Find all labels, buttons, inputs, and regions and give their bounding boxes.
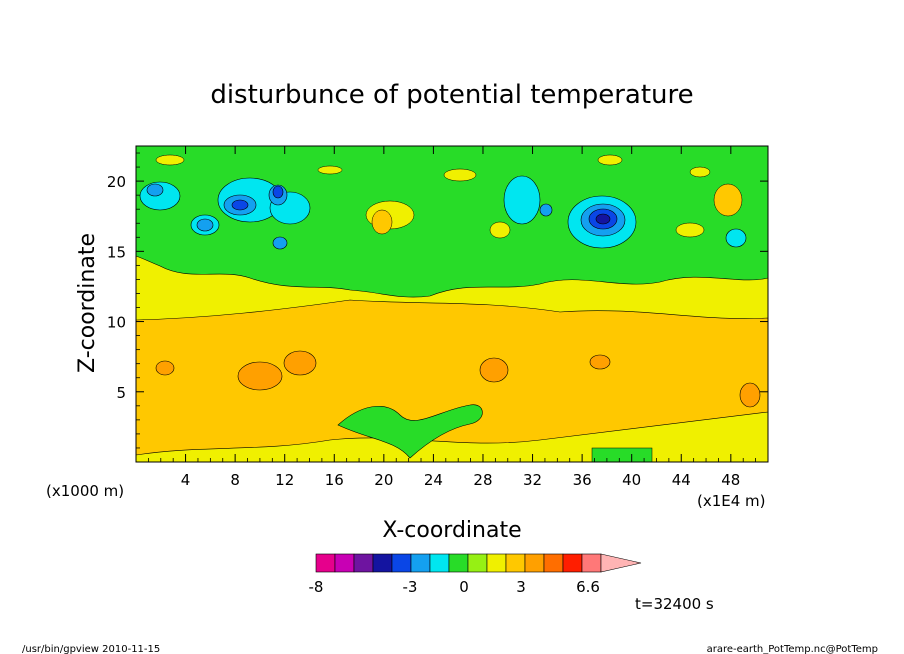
warm-blob xyxy=(283,350,317,376)
x-axis: 4 8 12 16 20 24 28 32 36 40 44 48 xyxy=(147,146,757,489)
cold-cell xyxy=(503,175,541,225)
chart-title: disturbunce of potential temperature xyxy=(210,80,693,110)
cold-cell xyxy=(272,236,288,250)
colorbar xyxy=(315,553,642,573)
cold-cell xyxy=(725,228,747,248)
x-unit-label: (x1E4 m) xyxy=(697,492,766,510)
colorbar-swatch xyxy=(353,553,374,573)
warm-blob xyxy=(371,209,393,235)
y-tick-label: 20 xyxy=(107,173,126,191)
x-tick-label: 4 xyxy=(181,471,191,489)
warm-streak xyxy=(675,222,705,238)
footer-left: /usr/bin/gpview 2010-11-15 xyxy=(22,644,160,654)
plot-area xyxy=(135,145,769,463)
colorbar-swatch xyxy=(562,553,583,573)
cold-cell xyxy=(231,199,249,211)
warm-blob xyxy=(739,382,761,408)
x-axis-label: X-coordinate xyxy=(382,518,521,543)
colorbar-swatch xyxy=(410,553,431,573)
warm-streak xyxy=(317,165,343,175)
warm-streak xyxy=(597,154,623,166)
warm-blob xyxy=(589,354,611,370)
warm-streak xyxy=(443,168,477,182)
warm-streak xyxy=(489,221,511,239)
x-tick-label: 8 xyxy=(230,471,240,489)
warm-streak xyxy=(155,154,185,166)
z-unit-label: (x1000 m) xyxy=(46,482,124,500)
colorbar-swatch xyxy=(448,553,469,573)
cold-cell xyxy=(539,203,553,217)
cold-cell xyxy=(196,218,214,232)
colorbar-swatch xyxy=(543,553,564,573)
time-label: t=32400 s xyxy=(635,595,714,613)
green-patch xyxy=(591,447,653,463)
warm-blob xyxy=(713,183,743,217)
colorbar-label: -8 xyxy=(309,578,324,596)
colorbar-swatch xyxy=(315,553,336,573)
colorbar-swatch xyxy=(372,553,393,573)
x-tick-label: 20 xyxy=(374,471,393,489)
x-tick-label: 24 xyxy=(424,471,443,489)
warm-streak xyxy=(689,166,711,178)
x-tick-label: 28 xyxy=(473,471,492,489)
y-axis: 5 10 15 20 xyxy=(107,152,768,449)
y-tick-label: 5 xyxy=(116,384,126,402)
contour-field xyxy=(135,145,769,463)
x-tick-label: 44 xyxy=(672,471,691,489)
green-patch xyxy=(337,404,483,459)
colorbar-swatch xyxy=(505,553,526,573)
x-tick-label: 16 xyxy=(325,471,344,489)
colorbar-labels: -8 -3 0 3 6.6 xyxy=(309,578,600,596)
colorbar-label: 3 xyxy=(516,578,526,596)
cold-cell xyxy=(595,213,611,225)
colorbar-swatch xyxy=(581,553,602,573)
colorbar-swatch xyxy=(486,553,507,573)
warm-blob xyxy=(479,357,509,383)
x-tick-label: 32 xyxy=(523,471,542,489)
colorbar-swatch xyxy=(524,553,545,573)
x-tick-label: 48 xyxy=(721,471,740,489)
y-tick-label: 10 xyxy=(107,314,126,332)
warm-blob xyxy=(237,361,283,391)
warm-blob xyxy=(155,360,175,376)
colorbar-extension xyxy=(600,553,642,573)
colorbar-swatch xyxy=(334,553,355,573)
plot-frame xyxy=(135,145,769,463)
colorbar-swatch xyxy=(467,553,488,573)
cold-cell xyxy=(146,183,164,197)
x-tick-label: 40 xyxy=(622,471,641,489)
colorbar-label: 0 xyxy=(459,578,469,596)
y-tick-label: 15 xyxy=(107,243,126,261)
colorbar-label: 6.6 xyxy=(576,578,600,596)
colorbar-swatch xyxy=(391,553,412,573)
cold-cell xyxy=(272,185,284,199)
green-band xyxy=(135,145,769,298)
y-axis-label: Z-coordinate xyxy=(75,233,100,373)
x-tick-label: 12 xyxy=(275,471,294,489)
colorbar-label: -3 xyxy=(403,578,418,596)
footer-right: arare-earth_PotTemp.nc@PotTemp xyxy=(707,644,878,654)
colorbar-swatch xyxy=(429,553,450,573)
x-tick-label: 36 xyxy=(573,471,592,489)
